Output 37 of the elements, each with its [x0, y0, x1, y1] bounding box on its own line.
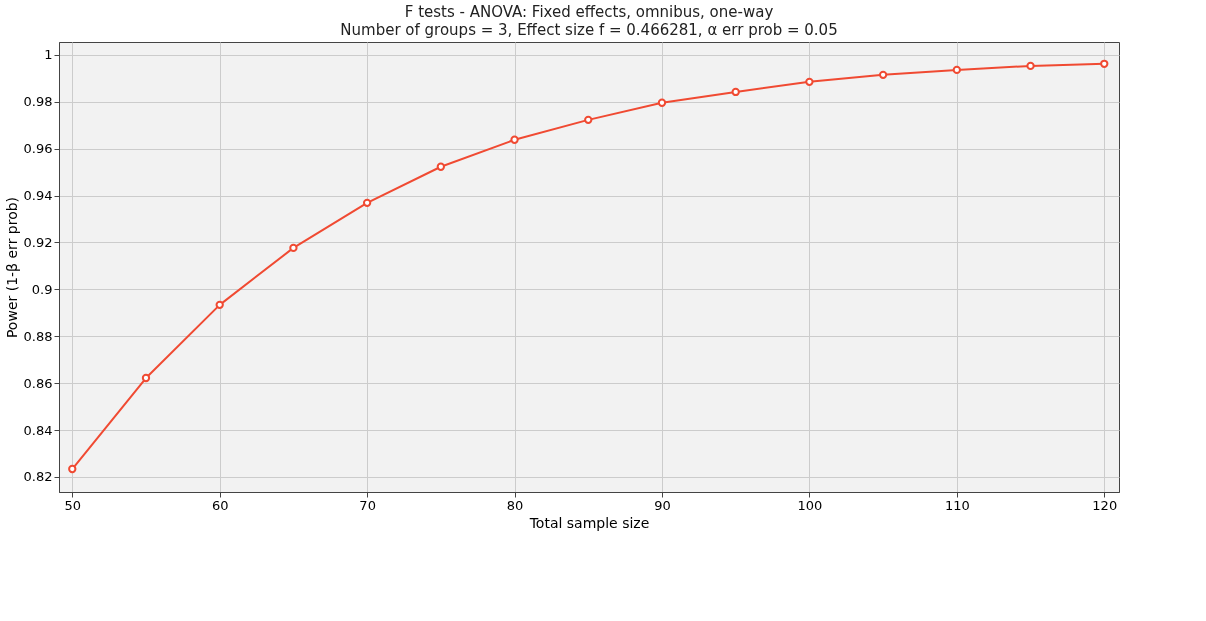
- y-tick-label: 0.94: [23, 188, 53, 204]
- y-tick-label: 0.98: [23, 94, 53, 110]
- point: [878, 70, 888, 79]
- chart-title: F tests - ANOVA: Fixed effects, omnibus, one-way: [404, 3, 774, 21]
- chart-subtitle: Number of groups = 3, Effect size f = 0.466281, α err prob = 0.05: [340, 21, 838, 39]
- y-tick-label: 0.82: [23, 469, 53, 485]
- x-tick-label: 110: [944, 497, 970, 513]
- y-tick-label: 0.9: [31, 281, 53, 297]
- point: [584, 115, 593, 125]
- point: [436, 162, 445, 171]
- y-tick-label: 1: [44, 47, 53, 63]
- y-tick-label: 0.88: [23, 328, 53, 344]
- point: [289, 243, 298, 253]
- x-tick-label: 80: [506, 497, 524, 513]
- point: [1100, 59, 1109, 68]
- point: [657, 98, 667, 107]
- point: [510, 135, 519, 144]
- x-tick-label: 120: [1092, 497, 1118, 513]
- y-tick-label: 0.96: [23, 141, 53, 157]
- x-axis-title: Total sample size: [528, 514, 650, 531]
- point: [731, 87, 740, 97]
- point: [215, 300, 224, 310]
- point: [952, 65, 961, 75]
- point: [1026, 61, 1035, 71]
- x-tick-label: 100: [797, 497, 823, 513]
- point: [362, 198, 372, 208]
- x-tick-label: 60: [211, 497, 229, 513]
- x-tick-label: 50: [64, 497, 82, 513]
- x-tick-label: 90: [654, 497, 671, 513]
- y-tick-label: 0.86: [23, 375, 53, 391]
- y-axis-title: Power (1-β err prob): [3, 196, 20, 339]
- point: [141, 373, 151, 383]
- point: [68, 464, 77, 474]
- y-tick-label: 0.84: [23, 422, 53, 438]
- y-tick-label: 0.92: [23, 235, 53, 250]
- point: [805, 77, 814, 87]
- x-tick-label: 70: [359, 497, 376, 513]
